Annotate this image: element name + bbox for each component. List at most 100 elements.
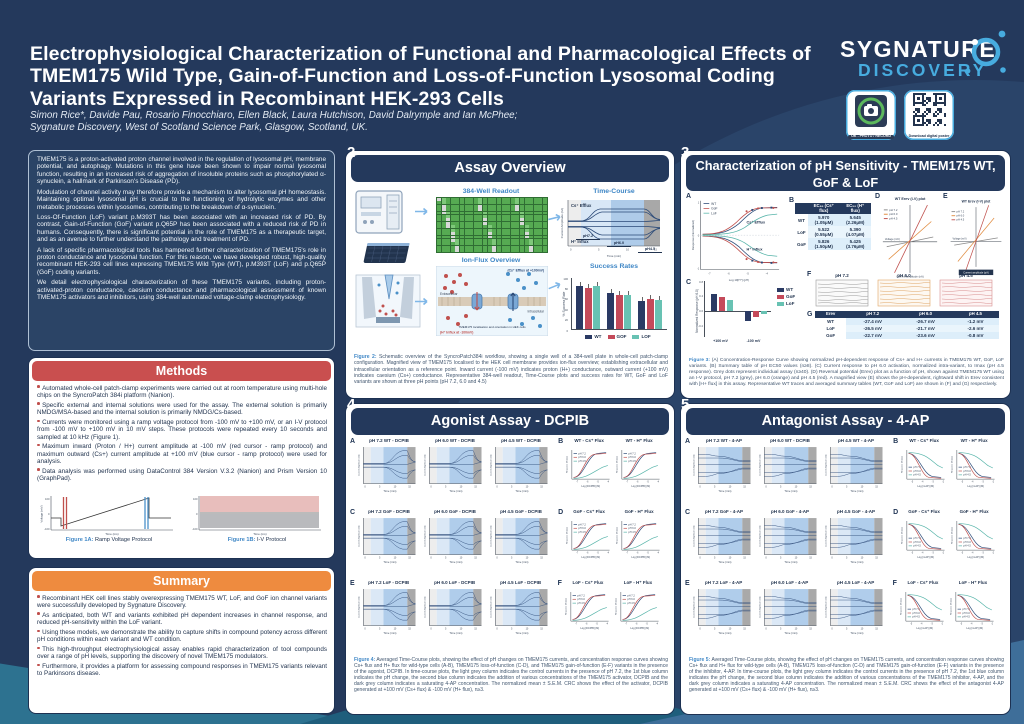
- subfigure-letter: C: [686, 279, 692, 286]
- qr-module: [928, 117, 931, 120]
- well-cell: [473, 198, 478, 201]
- patch-well-schematic: [355, 274, 421, 328]
- well-cell: [496, 218, 501, 222]
- readout-label: 384-Well Readout: [462, 188, 520, 195]
- qr-module: [926, 106, 929, 109]
- svg-text:Voltage (mV): Voltage (mV): [885, 237, 900, 241]
- well-cell: [529, 245, 534, 249]
- qr-module: [941, 123, 944, 126]
- well-cell: [501, 221, 506, 225]
- qr-module: [913, 110, 916, 113]
- svg-text:pH 7.2: pH 7.2: [912, 607, 920, 611]
- qr-module: [943, 99, 946, 102]
- well-cell: [441, 228, 446, 232]
- svg-text:-5: -5: [596, 624, 599, 626]
- well-cell: [460, 249, 465, 252]
- qr-module: [937, 106, 940, 109]
- qr-module: [921, 119, 924, 122]
- subfigure-letter: E: [350, 580, 355, 587]
- svg-text:pH 7.2: pH 7.2: [963, 465, 971, 469]
- qr-module: [943, 123, 946, 126]
- svg-text:15: 15: [809, 485, 812, 488]
- authors-line: Simon Rice*, Davide Pau, Rosario Finocch…: [30, 110, 518, 121]
- svg-text:pH 4.5: pH 4.5: [963, 544, 971, 548]
- well-cell: [450, 198, 455, 201]
- well-cell: [446, 235, 451, 239]
- well-cell: [529, 242, 534, 246]
- qr-module: [913, 95, 916, 98]
- crc-mini: WT - Cs⁺ Flux pH 7.2 pH 6.0 pH 4.5 -5 -4 …: [900, 438, 948, 494]
- well-cell: [473, 225, 478, 229]
- qr-module: [924, 121, 927, 124]
- crc-mini: GoF - Cs⁺ Flux pH 7.2 pH 6.0 pH 4.5 -7 -6…: [565, 509, 613, 565]
- svg-text:10: 10: [459, 627, 462, 630]
- well-cell: [515, 245, 520, 249]
- svg-text:0: 0: [765, 627, 767, 630]
- intro-paragraph: Modulation of channel activity may there…: [37, 188, 326, 211]
- legend-swatch: [607, 334, 615, 339]
- subfigure-letter: E: [685, 580, 690, 587]
- well-cell: [538, 204, 543, 208]
- svg-text:15: 15: [408, 627, 411, 630]
- qr-module: [939, 97, 942, 100]
- svg-text:Response (I/Imax): Response (I/Imax): [951, 598, 953, 615]
- subfigure-letter: F: [892, 580, 897, 587]
- qr-module: [926, 95, 929, 98]
- bar-wt: [745, 311, 751, 322]
- svg-text:Cs⁺ Efflux: Cs⁺ Efflux: [571, 203, 592, 208]
- bar-group: pH4.5: [638, 247, 662, 329]
- qr-module: [943, 106, 946, 109]
- xtick-label: +100 mV: [713, 339, 728, 343]
- qr-module: [924, 123, 927, 126]
- well-cell: [538, 208, 543, 212]
- well-cell: [501, 232, 506, 235]
- well-cell: [487, 228, 492, 232]
- qr-module: [939, 121, 942, 124]
- well-cell: [483, 215, 488, 218]
- well-cell: [473, 235, 478, 239]
- svg-text:5: 5: [846, 627, 848, 630]
- qr-module: [941, 112, 944, 115]
- page-title: Electrophysiological Characterization of…: [30, 43, 811, 110]
- well-cell: [496, 235, 501, 239]
- well-cell: [478, 215, 483, 218]
- crc-mini: GoF - H⁺ Flux pH 7.2 pH 6.0 pH 4.5 -7 -6 …: [615, 509, 663, 565]
- svg-text:10: 10: [795, 485, 798, 488]
- well-cell: [501, 249, 506, 252]
- qr-code: [913, 93, 946, 126]
- well-cell: [483, 218, 488, 222]
- well-cell: [515, 215, 520, 218]
- subfigure-letter: F: [557, 580, 562, 587]
- well-cell: [524, 232, 529, 235]
- svg-text:-5: -5: [911, 482, 914, 484]
- qr-module: [921, 93, 924, 96]
- well-cell: [492, 238, 497, 242]
- svg-text:Current Amplitude (nA): Current Amplitude (nA): [423, 525, 426, 547]
- svg-text:pH 7.2: pH 7.2: [627, 593, 635, 597]
- svg-text:-2: -2: [992, 553, 995, 555]
- svg-text:15: 15: [809, 556, 812, 559]
- svg-text:pH 6.0: pH 6.0: [913, 469, 921, 473]
- svg-text:Time (min): Time (min): [850, 631, 863, 635]
- svg-text:10: 10: [729, 556, 732, 559]
- svg-text:10: 10: [526, 556, 529, 559]
- qr-module: [930, 106, 933, 109]
- well-cell: [519, 208, 524, 212]
- well-cell: [464, 228, 469, 232]
- time-course-plot: 0 5 10 15 Time (min) Current Amplitude (nA…: [824, 589, 883, 635]
- well-cell: [524, 235, 529, 239]
- workflow-arrow-icon: [548, 213, 561, 221]
- legend-swatch: [585, 334, 593, 339]
- plot-title: pH 7.2 GoF - 4-AP: [705, 509, 744, 514]
- qr-module: [915, 106, 918, 109]
- well-cell: [464, 211, 469, 215]
- qr-module: [924, 106, 927, 109]
- well-cell: [515, 221, 520, 225]
- well-cell: [515, 218, 520, 222]
- well-cell: [441, 215, 446, 218]
- well-cell: [542, 242, 547, 246]
- qr-module: [941, 106, 944, 109]
- well-cell: [538, 235, 543, 239]
- ytick: 0.0: [699, 309, 703, 314]
